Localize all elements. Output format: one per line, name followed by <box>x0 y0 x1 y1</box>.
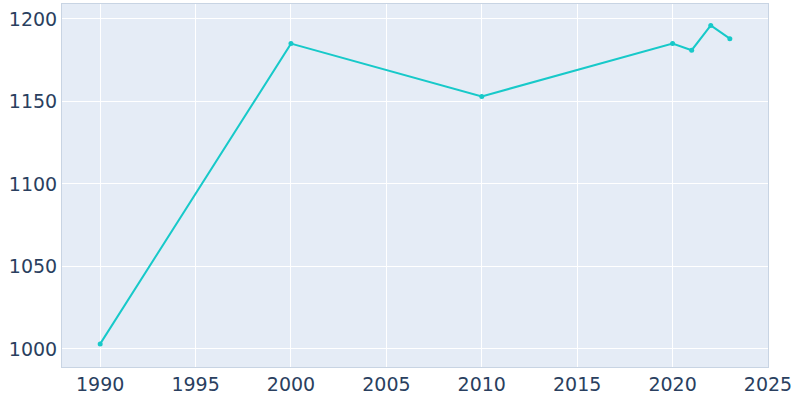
svg-text:1050: 1050 <box>9 255 57 277</box>
svg-text:1000: 1000 <box>9 338 57 360</box>
svg-text:1100: 1100 <box>9 173 57 195</box>
svg-text:1200: 1200 <box>9 8 57 30</box>
svg-text:2015: 2015 <box>553 373 601 395</box>
svg-text:2020: 2020 <box>648 373 696 395</box>
svg-text:1995: 1995 <box>171 373 219 395</box>
svg-text:1150: 1150 <box>9 90 57 112</box>
svg-text:2005: 2005 <box>362 373 410 395</box>
svg-text:2010: 2010 <box>458 373 506 395</box>
svg-text:1990: 1990 <box>76 373 124 395</box>
svg-text:2025: 2025 <box>744 373 792 395</box>
svg-text:2000: 2000 <box>267 373 315 395</box>
